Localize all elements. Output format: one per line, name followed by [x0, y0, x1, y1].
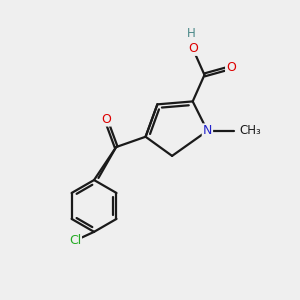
Text: N: N: [203, 124, 212, 137]
Text: O: O: [226, 61, 236, 74]
Text: O: O: [188, 42, 198, 55]
Text: O: O: [101, 112, 111, 126]
Text: Cl: Cl: [69, 234, 81, 247]
Text: CH₃: CH₃: [239, 124, 261, 137]
Text: H: H: [187, 27, 196, 40]
